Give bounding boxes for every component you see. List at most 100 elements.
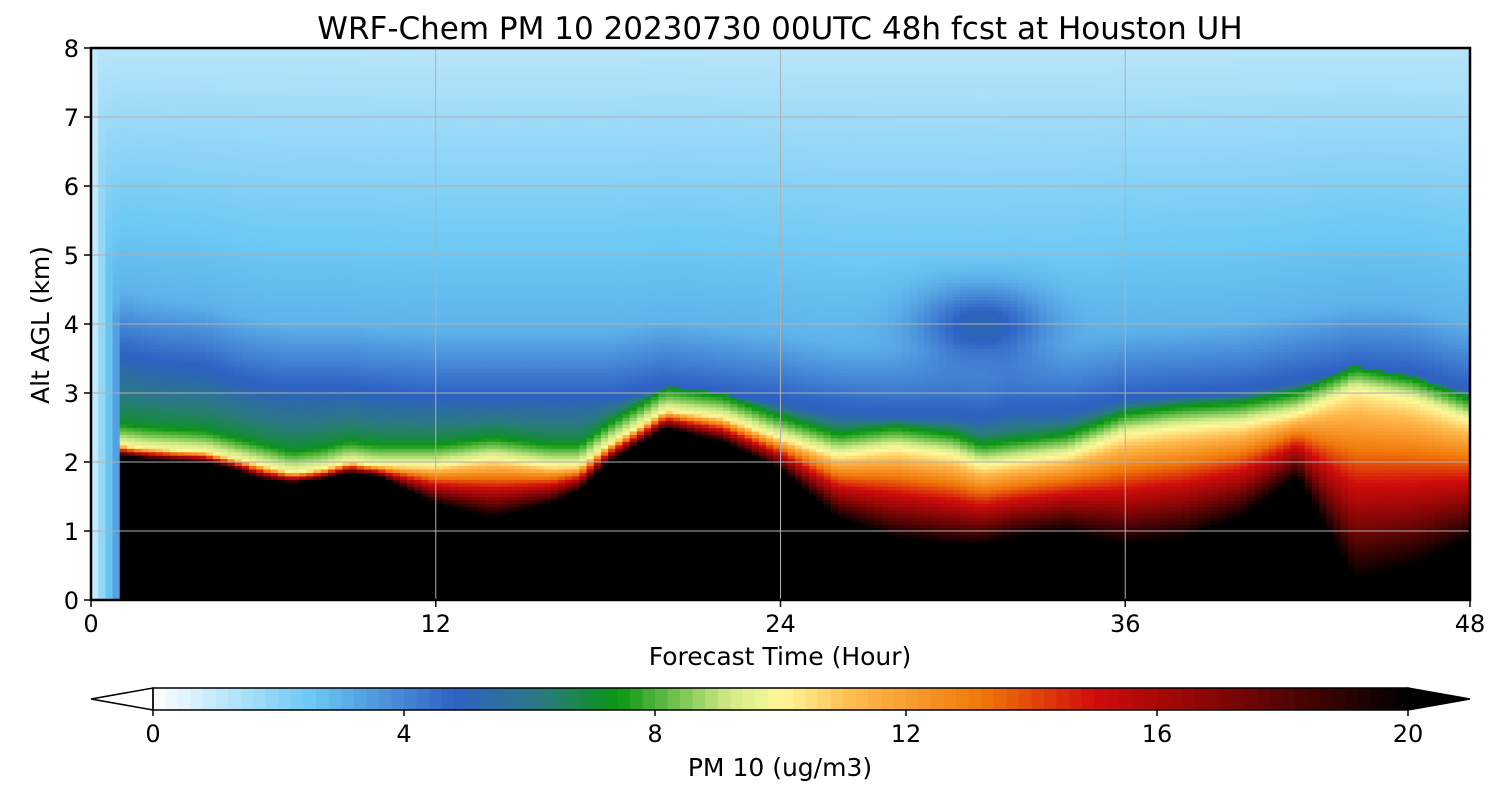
- colorbar-bin: [341, 688, 354, 710]
- y-tick-label: 7: [64, 104, 79, 132]
- colorbar-bin: [931, 688, 944, 710]
- colorbar-bin: [530, 688, 543, 710]
- colorbar-bin: [253, 688, 266, 710]
- colorbar-bin: [1383, 688, 1396, 710]
- colorbar-bin: [1270, 688, 1283, 710]
- colorbar-bin: [329, 688, 342, 710]
- colorbar-bin: [642, 688, 655, 710]
- colorbar-bin: [781, 688, 794, 710]
- colorbar-bin: [467, 688, 480, 710]
- colorbar-bin: [893, 688, 906, 710]
- colorbar-bin: [1283, 688, 1296, 710]
- x-tick-label: 0: [83, 610, 98, 638]
- colorbar-bin: [1132, 688, 1145, 710]
- y-tick-label: 4: [64, 311, 79, 339]
- colorbar-bin: [429, 688, 442, 710]
- colorbar-bin: [203, 688, 216, 710]
- colorbar-bin: [1333, 688, 1346, 710]
- colorbar-bin: [1044, 688, 1057, 710]
- colorbar-bin: [228, 688, 241, 710]
- y-tick-label: 0: [64, 587, 79, 615]
- colorbar-bin: [404, 688, 417, 710]
- colorbar-bin: [567, 688, 580, 710]
- colorbar-bin: [1057, 688, 1070, 710]
- colorbar-bin: [1358, 688, 1371, 710]
- colorbar-bin: [818, 688, 831, 710]
- colorbar-bin: [793, 688, 806, 710]
- colorbar-bin: [743, 688, 756, 710]
- colorbar-bin: [1220, 688, 1233, 710]
- colorbar-bin: [655, 688, 668, 710]
- colorbar-bin: [153, 688, 166, 710]
- colorbar-tick-label: 4: [396, 720, 411, 748]
- colorbar-tick-label: 12: [891, 720, 922, 748]
- colorbar-bin: [868, 688, 881, 710]
- colorbar-bin: [1370, 688, 1383, 710]
- colorbar-bin: [1182, 688, 1195, 710]
- colorbar-bin: [1320, 688, 1333, 710]
- colorbar-bin: [994, 688, 1007, 710]
- colorbar-bin: [680, 688, 693, 710]
- colorbar-bin: [1345, 688, 1358, 710]
- colorbar-bin: [1195, 688, 1208, 710]
- colorbar-bin: [843, 688, 856, 710]
- colorbar-extend-min: [91, 688, 153, 710]
- colorbar-bin: [391, 688, 404, 710]
- colorbar-bin: [555, 688, 568, 710]
- colorbar-bin: [291, 688, 304, 710]
- colorbar-bin: [580, 688, 593, 710]
- colorbar-tick-label: 16: [1142, 720, 1173, 748]
- colorbar-bin: [1094, 688, 1107, 710]
- colorbar-bin: [705, 688, 718, 710]
- colorbar-extend-max: [1408, 688, 1470, 710]
- colorbar-bin: [693, 688, 706, 710]
- colorbar-bin: [718, 688, 731, 710]
- colorbar-bin: [1245, 688, 1258, 710]
- colorbar-bin: [668, 688, 681, 710]
- colorbar-bin: [266, 688, 279, 710]
- colorbar-bin: [806, 688, 819, 710]
- colorbar-bin: [1006, 688, 1019, 710]
- colorbar-bin: [856, 688, 869, 710]
- colorbar-bin: [517, 688, 530, 710]
- colorbar-bin: [1232, 688, 1245, 710]
- x-axis: 0 12 24 36 48: [83, 600, 1485, 638]
- colorbar-bin: [479, 688, 492, 710]
- colorbar-bin: [1144, 688, 1157, 710]
- y-tick-label: 1: [64, 518, 79, 546]
- colorbar-tick-label: 0: [145, 720, 160, 748]
- colorbar-bin: [1207, 688, 1220, 710]
- colorbar-bin: [417, 688, 430, 710]
- colorbar-bin: [630, 688, 643, 710]
- colorbar-bin: [919, 688, 932, 710]
- y-tick-label: 6: [64, 173, 79, 201]
- colorbar-bin: [881, 688, 894, 710]
- colorbar-bin: [1308, 688, 1321, 710]
- colorbar-bin: [304, 688, 317, 710]
- colorbar-bin: [1032, 688, 1045, 710]
- colorbar-bin: [279, 688, 292, 710]
- y-tick-label: 2: [64, 449, 79, 477]
- colorbar-bin: [442, 688, 455, 710]
- colorbar-bin: [354, 688, 367, 710]
- x-tick-label: 36: [1110, 610, 1141, 638]
- colorbar-bin: [944, 688, 957, 710]
- colorbar-bin: [542, 688, 555, 710]
- colorbar-bin: [504, 688, 517, 710]
- colorbar-bin: [1395, 688, 1408, 710]
- colorbar-bin: [730, 688, 743, 710]
- x-tick-label: 48: [1455, 610, 1486, 638]
- colorbar-bin: [1019, 688, 1032, 710]
- colorbar-bin: [241, 688, 254, 710]
- colorbar-bin: [1107, 688, 1120, 710]
- colorbar-bin: [981, 688, 994, 710]
- colorbar-bin: [755, 688, 768, 710]
- colorbar-bin: [379, 688, 392, 710]
- x-tick-label: 12: [420, 610, 451, 638]
- chart-title: WRF-Chem PM 10 20230730 00UTC 48h fcst a…: [317, 11, 1242, 47]
- colorbar-bin: [1119, 688, 1132, 710]
- colorbar-bin: [366, 688, 379, 710]
- colorbar-bin: [906, 688, 919, 710]
